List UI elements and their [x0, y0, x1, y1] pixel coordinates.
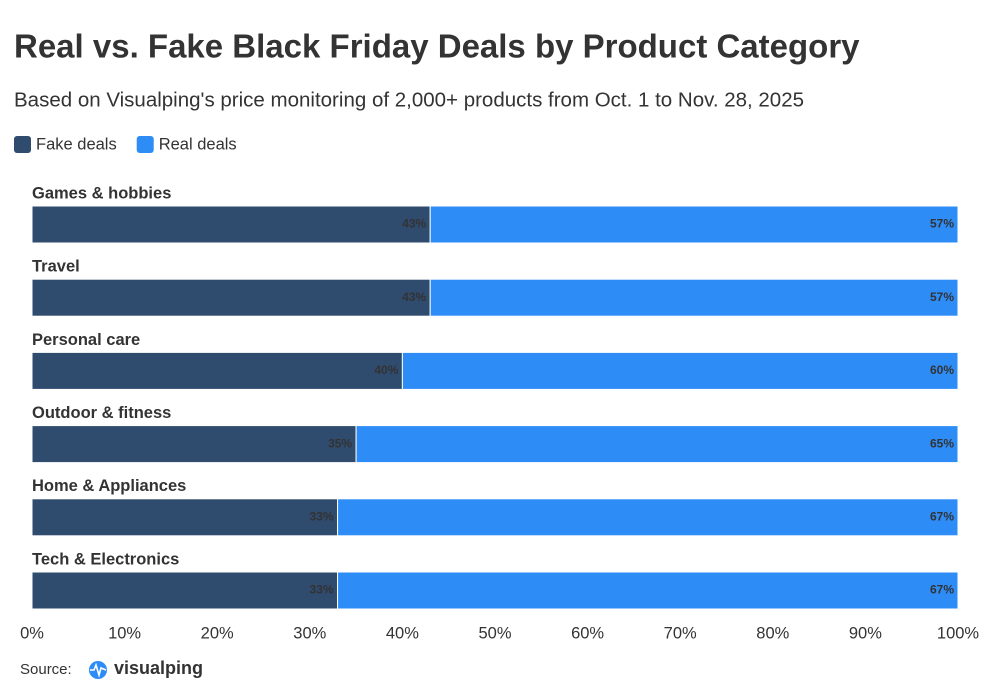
value-label: 65% [930, 436, 954, 450]
category-label: Home & Appliances [32, 477, 186, 495]
value-label: 43% [402, 290, 426, 304]
value-label: 35% [328, 436, 352, 450]
value-label: 67% [930, 509, 954, 523]
bar-segment [31, 351, 403, 390]
legend-label: Fake deals [36, 135, 117, 153]
x-tick-label: 100% [937, 624, 980, 642]
x-tick-label: 90% [849, 624, 882, 642]
x-tick-label: 70% [664, 624, 697, 642]
legend: Fake deals Real deals [14, 135, 237, 153]
category-label: Tech & Electronics [32, 550, 179, 568]
bar-segment [429, 278, 959, 317]
source-name: visualping [114, 658, 203, 678]
x-tick-label: 40% [386, 624, 419, 642]
value-label: 33% [310, 509, 334, 523]
x-tick-label: 80% [756, 624, 789, 642]
x-tick-label: 0% [20, 624, 44, 642]
category-label: Travel [32, 258, 80, 276]
value-label: 60% [930, 363, 954, 377]
bar-segment [337, 571, 959, 610]
plot-area: Games & hobbies 43% 57% Travel 43% 57% Persona… [20, 184, 979, 642]
legend-swatch [14, 136, 31, 153]
bar-segment [31, 205, 431, 244]
bar-segment [401, 351, 959, 390]
value-label: 67% [930, 583, 954, 597]
bar-segment [355, 425, 959, 464]
value-label: 43% [402, 217, 426, 231]
source-logo [89, 661, 107, 679]
legend-swatch [136, 136, 154, 153]
value-label: 57% [930, 217, 954, 231]
x-tick-label: 20% [201, 624, 234, 642]
bar-segment [337, 498, 959, 537]
category-label: Games & hobbies [32, 184, 171, 202]
chart-title: Real vs. Fake Black Friday Deals by Prod… [14, 28, 860, 65]
bar-segment [429, 205, 959, 244]
bar-segment [31, 498, 339, 537]
value-label: 57% [930, 290, 954, 304]
bar-segment [31, 278, 431, 317]
legend-label: Real deals [159, 135, 237, 153]
chart-subtitle: Based on Visualping's price monitoring o… [14, 88, 804, 111]
x-tick-label: 10% [108, 624, 141, 642]
category-label: Personal care [32, 331, 140, 349]
bar-segment [31, 571, 339, 610]
x-tick-label: 50% [478, 624, 511, 642]
x-tick-label: 60% [571, 624, 604, 642]
bar-segment [31, 425, 357, 464]
value-label: 40% [374, 363, 398, 377]
value-label: 33% [310, 583, 334, 597]
x-tick-label: 30% [293, 624, 326, 642]
category-label: Outdoor & fitness [32, 404, 171, 422]
source-label: Source: [20, 661, 72, 678]
